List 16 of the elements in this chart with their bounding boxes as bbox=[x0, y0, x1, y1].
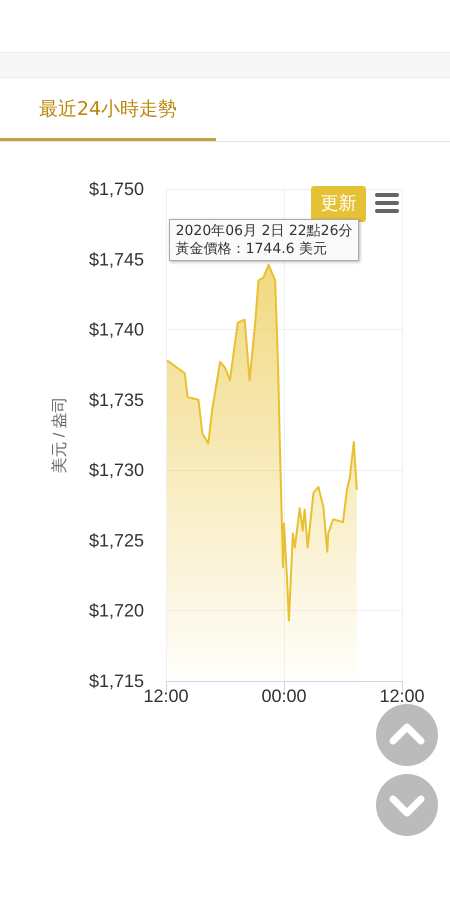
y-axis-title: 美元 / 盎司 bbox=[50, 396, 68, 474]
chart-title: 最近24小時走勢 bbox=[0, 80, 216, 141]
annotation: 黃金價格：1744.6 美元 bbox=[176, 240, 328, 258]
y-tick-label: $1,715 bbox=[88, 671, 144, 691]
y-tick-label: $1,750 bbox=[88, 179, 144, 199]
x-tick-label: 12:00 bbox=[379, 686, 425, 706]
y-tick-label: $1,735 bbox=[88, 390, 144, 410]
y-tick-label: $1,740 bbox=[88, 320, 144, 340]
annotation: 2020年06月 2日 22點26分 bbox=[176, 222, 352, 240]
y-tick-label: $1,745 bbox=[88, 249, 144, 270]
y-tick-label: $1,730 bbox=[88, 460, 144, 480]
y-tick-label: $1,725 bbox=[88, 530, 144, 550]
y-tick-label: $1,720 bbox=[88, 600, 144, 621]
annotation: 更新 bbox=[311, 186, 366, 222]
x-tick-label: 12:00 bbox=[143, 686, 189, 706]
x-tick-label: 00:00 bbox=[261, 686, 307, 706]
